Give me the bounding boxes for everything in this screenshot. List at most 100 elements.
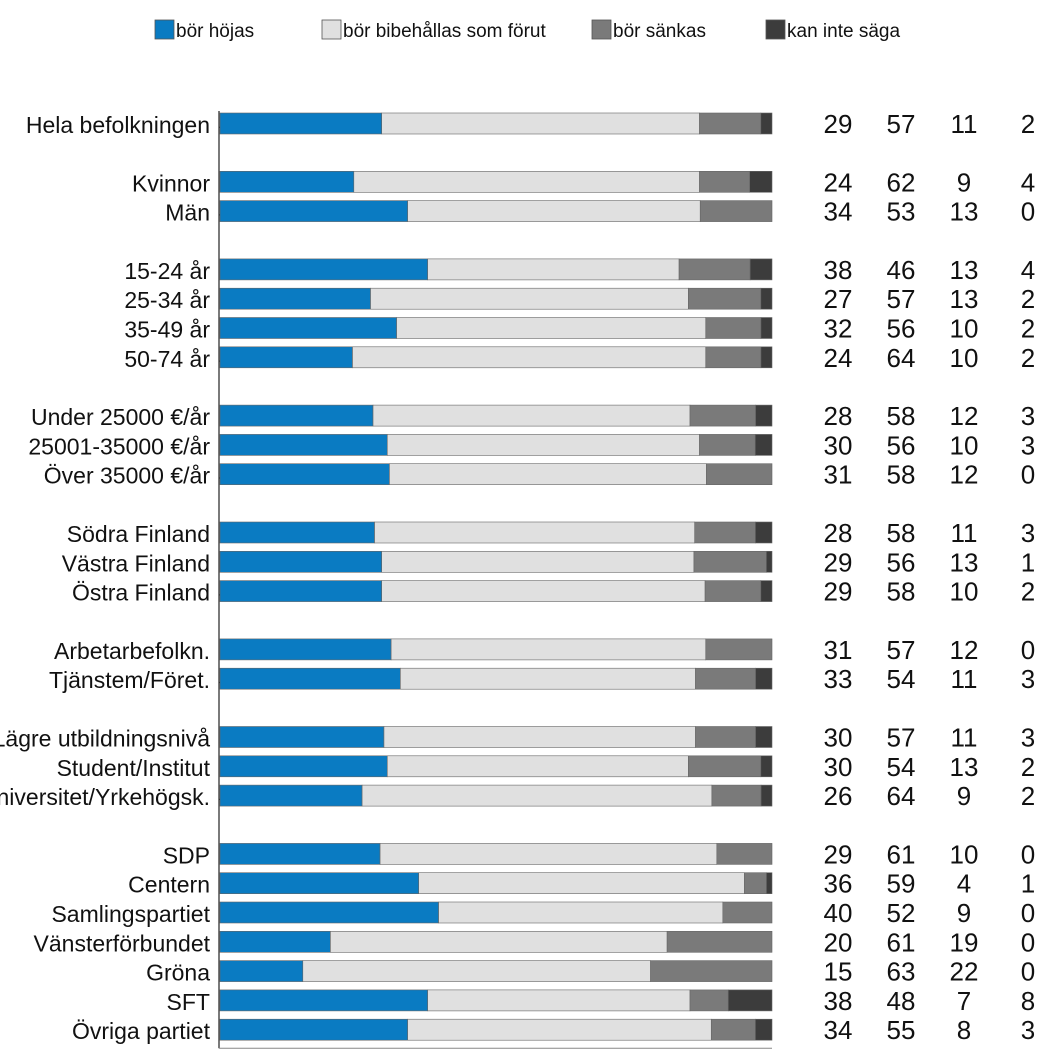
value-label-bor-bibehallas-som-forut: 64 xyxy=(887,781,916,811)
bar-segment-bor-sankas xyxy=(695,667,756,690)
value-label-bor-hojas: 30 xyxy=(824,723,853,753)
value-label-bor-hojas: 20 xyxy=(824,927,853,957)
value-label-bor-sankas: 12 xyxy=(950,460,979,490)
value-label-bor-hojas: 31 xyxy=(824,635,853,665)
value-label-bor-sankas: 11 xyxy=(951,723,978,753)
value-label-bor-sankas: 11 xyxy=(951,518,978,548)
bar-segment-bor-sankas xyxy=(666,930,773,953)
value-label-kan-inte-saga: 0 xyxy=(1021,197,1035,227)
row-label-sdp: SDP xyxy=(163,842,210,868)
value-label-bor-bibehallas-som-forut: 57 xyxy=(887,284,916,314)
value-label-bor-hojas: 29 xyxy=(824,577,853,607)
value-label-bor-bibehallas-som-forut: 56 xyxy=(887,547,916,577)
row-label-vastra-finland: Västra Finland xyxy=(62,550,210,576)
row-label-universitet-yrkehogsk: Universitet/Yrkehögsk. xyxy=(0,784,210,810)
bar-row: SFT 38 48 7 8 xyxy=(167,986,1036,1016)
bar-segment-bor-hojas xyxy=(219,550,382,573)
row-label-25001-35000-ar: 25001-35000 €/år xyxy=(28,433,210,459)
bar-row: Universitet/Yrkehögsk. 26 64 9 2 xyxy=(0,781,1035,811)
row-label-sodra-finland: Södra Finland xyxy=(67,521,210,547)
bar-segment-bor-sankas xyxy=(678,258,751,281)
bar-segment-bor-sankas xyxy=(716,843,773,865)
bar-segment-kan-inte-saga xyxy=(760,580,773,602)
value-label-kan-inte-saga: 0 xyxy=(1021,460,1035,490)
bar-segment-bor-sankas xyxy=(744,872,767,895)
bar-row: Södra Finland 28 58 11 3 xyxy=(67,518,1035,548)
value-label-bor-sankas: 7 xyxy=(957,986,971,1016)
bar-segment-kan-inte-saga xyxy=(755,404,773,427)
bar-segment-bor-sankas xyxy=(704,580,762,602)
bar-row: 35-49 år 32 56 10 2 xyxy=(124,314,1035,344)
value-label-bor-bibehallas-som-forut: 58 xyxy=(887,401,916,431)
row-label-lagre-utbildningsniva: Lägre utbildningsnivå xyxy=(0,726,210,752)
value-label-bor-bibehallas-som-forut: 56 xyxy=(887,314,916,344)
bar-segment-kan-inte-saga xyxy=(766,550,773,573)
value-label-bor-sankas: 12 xyxy=(950,635,979,665)
row-label-centern: Centern xyxy=(128,872,210,898)
value-label-bor-bibehallas-som-forut: 46 xyxy=(887,255,916,285)
row-label-man: Män xyxy=(165,200,210,226)
value-label-bor-sankas: 11 xyxy=(951,664,978,694)
row-label-ostra-finland: Östra Finland xyxy=(72,580,210,606)
value-label-bor-sankas: 8 xyxy=(957,1015,971,1045)
bar-row: Västra Finland 29 56 13 1 xyxy=(62,547,1036,577)
bar-segment-bor-sankas xyxy=(694,521,756,544)
value-label-bor-hojas: 28 xyxy=(824,518,853,548)
bar-row: Gröna 15 63 22 0 xyxy=(146,957,1035,987)
bar-segment-bor-hojas xyxy=(219,755,388,778)
value-label-bor-hojas: 38 xyxy=(824,986,853,1016)
value-label-bor-hojas: 24 xyxy=(824,343,853,373)
bar-segment-bor-sankas xyxy=(722,901,773,924)
value-label-bor-hojas: 31 xyxy=(824,460,853,490)
value-label-bor-hojas: 30 xyxy=(824,430,853,460)
bar-row: 25-34 år 27 57 13 2 xyxy=(124,284,1035,314)
value-label-kan-inte-saga: 0 xyxy=(1021,839,1035,869)
bar-segment-bor-bibehallas-som-forut xyxy=(400,667,696,690)
bar-segment-bor-bibehallas-som-forut xyxy=(381,580,706,602)
value-label-kan-inte-saga: 2 xyxy=(1021,109,1035,139)
bar-row: Samlingspartiet 40 52 9 0 xyxy=(51,898,1035,928)
value-label-kan-inte-saga: 1 xyxy=(1021,547,1035,577)
bar-segment-bor-bibehallas-som-forut xyxy=(386,755,689,778)
bar-segment-bor-hojas xyxy=(219,989,428,1012)
value-label-bor-bibehallas-som-forut: 57 xyxy=(887,723,916,753)
bar-segment-kan-inte-saga xyxy=(755,521,773,544)
value-label-bor-hojas: 29 xyxy=(824,839,853,869)
bar-segment-kan-inte-saga xyxy=(760,287,773,310)
value-label-kan-inte-saga: 3 xyxy=(1021,723,1035,753)
bar-segment-bor-hojas xyxy=(219,726,385,748)
bar-segment-bor-hojas xyxy=(219,258,428,281)
value-label-bor-bibehallas-som-forut: 61 xyxy=(887,839,916,869)
bar-segment-kan-inte-saga xyxy=(755,726,773,748)
bar-segment-bor-sankas xyxy=(699,434,756,456)
value-label-bor-bibehallas-som-forut: 61 xyxy=(887,927,916,957)
value-label-kan-inte-saga: 8 xyxy=(1021,986,1035,1016)
bar-segment-kan-inte-saga xyxy=(754,434,773,456)
bar-segment-kan-inte-saga xyxy=(755,667,773,690)
bar-segment-bor-bibehallas-som-forut xyxy=(374,521,696,544)
row-label-15-24-ar: 15-24 år xyxy=(124,258,210,284)
value-label-bor-sankas: 10 xyxy=(950,430,979,460)
value-label-kan-inte-saga: 3 xyxy=(1021,430,1035,460)
legend-label-kan-inte-saga: kan inte säga xyxy=(787,21,900,42)
value-label-bor-bibehallas-som-forut: 57 xyxy=(887,635,916,665)
bar-segment-bor-hojas xyxy=(219,463,390,486)
bar-row: Under 25000 €/år 28 58 12 3 xyxy=(31,401,1035,431)
row-label-tjanstem-foret: Tjänstem/Föret. xyxy=(49,667,210,693)
bar-segment-kan-inte-saga xyxy=(760,755,773,778)
value-label-bor-bibehallas-som-forut: 48 xyxy=(887,986,916,1016)
legend-label-bor-bibehallas-som-forut: bör bibehållas som förut xyxy=(343,21,546,42)
value-label-bor-sankas: 4 xyxy=(957,869,971,899)
value-label-bor-bibehallas-som-forut: 53 xyxy=(887,197,916,227)
row-label-25-34-ar: 25-34 år xyxy=(124,287,210,313)
value-label-bor-hojas: 33 xyxy=(824,664,853,694)
legend-swatch-kan-inte-saga xyxy=(765,19,786,40)
bar-row: 25001-35000 €/år 30 56 10 3 xyxy=(28,430,1035,460)
bar-segment-kan-inte-saga xyxy=(760,112,773,135)
bar-segment-bor-hojas xyxy=(219,317,397,339)
value-label-bor-bibehallas-som-forut: 56 xyxy=(887,430,916,460)
bar-segment-bor-sankas xyxy=(693,550,767,573)
row-label-50-74-ar: 50-74 år xyxy=(124,346,210,372)
bar-segment-bor-sankas xyxy=(689,404,756,427)
value-label-bor-bibehallas-som-forut: 55 xyxy=(887,1015,916,1045)
